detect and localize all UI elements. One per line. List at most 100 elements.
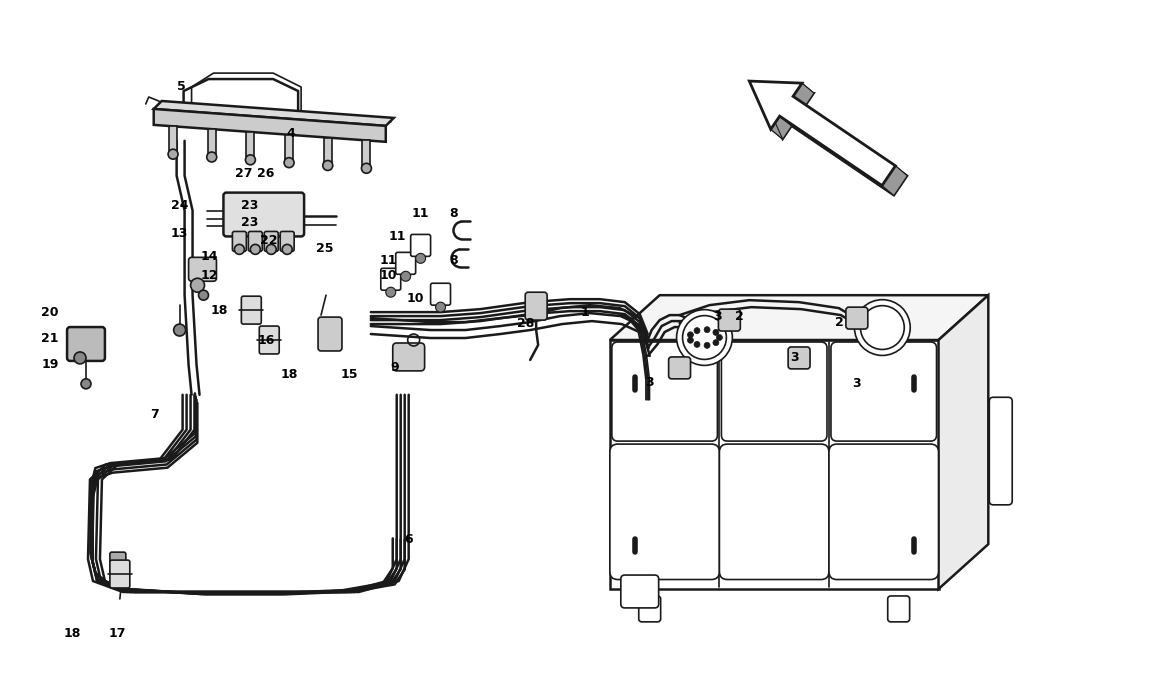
Polygon shape <box>780 116 894 195</box>
Circle shape <box>235 245 244 254</box>
Text: 4: 4 <box>286 127 296 140</box>
Text: 24: 24 <box>171 199 189 212</box>
Polygon shape <box>882 166 907 195</box>
Circle shape <box>436 302 445 312</box>
FancyBboxPatch shape <box>989 398 1012 505</box>
Text: 14: 14 <box>201 250 218 263</box>
Circle shape <box>688 337 693 344</box>
Circle shape <box>251 245 260 254</box>
Polygon shape <box>770 116 791 139</box>
FancyBboxPatch shape <box>242 296 261 324</box>
Text: 13: 13 <box>171 227 189 240</box>
Text: 15: 15 <box>340 368 358 381</box>
Polygon shape <box>750 81 896 186</box>
Circle shape <box>245 155 255 165</box>
FancyBboxPatch shape <box>612 342 718 441</box>
Circle shape <box>282 245 292 254</box>
FancyBboxPatch shape <box>720 444 829 580</box>
Text: 3: 3 <box>713 309 722 322</box>
Text: 3: 3 <box>852 377 861 390</box>
Text: 25: 25 <box>316 242 333 255</box>
FancyBboxPatch shape <box>719 309 741 331</box>
Circle shape <box>854 300 911 355</box>
Circle shape <box>323 161 332 171</box>
Text: 2: 2 <box>835 316 843 329</box>
Polygon shape <box>154 101 393 126</box>
Text: 18: 18 <box>281 368 298 381</box>
Bar <box>246 132 254 160</box>
Text: 23: 23 <box>240 216 258 229</box>
Circle shape <box>174 324 185 336</box>
Text: 26: 26 <box>256 167 274 180</box>
Polygon shape <box>938 295 988 589</box>
FancyBboxPatch shape <box>638 596 660 622</box>
Text: 5: 5 <box>177 79 186 92</box>
Circle shape <box>361 163 371 173</box>
Text: 19: 19 <box>41 359 59 372</box>
FancyBboxPatch shape <box>281 232 294 251</box>
FancyBboxPatch shape <box>189 257 216 281</box>
FancyBboxPatch shape <box>668 357 690 379</box>
Circle shape <box>284 158 294 167</box>
FancyBboxPatch shape <box>621 575 659 608</box>
FancyBboxPatch shape <box>319 317 342 351</box>
Text: 8: 8 <box>450 207 458 220</box>
Text: 3: 3 <box>645 376 654 389</box>
FancyBboxPatch shape <box>526 292 547 320</box>
Text: 22: 22 <box>261 234 278 247</box>
Polygon shape <box>610 295 988 340</box>
Circle shape <box>267 245 276 254</box>
Polygon shape <box>750 81 814 93</box>
FancyBboxPatch shape <box>721 342 827 441</box>
Circle shape <box>199 290 208 300</box>
Circle shape <box>385 288 396 297</box>
Polygon shape <box>761 91 907 195</box>
Text: 6: 6 <box>405 533 413 546</box>
FancyBboxPatch shape <box>396 252 415 275</box>
Polygon shape <box>750 81 783 139</box>
Circle shape <box>400 271 411 281</box>
Text: 21: 21 <box>41 331 59 344</box>
Polygon shape <box>793 83 814 107</box>
FancyBboxPatch shape <box>831 342 936 441</box>
FancyBboxPatch shape <box>223 193 304 236</box>
FancyBboxPatch shape <box>430 283 451 305</box>
Circle shape <box>704 326 710 333</box>
FancyBboxPatch shape <box>829 444 938 580</box>
Polygon shape <box>154 109 385 142</box>
Circle shape <box>688 332 693 338</box>
Text: 10: 10 <box>407 292 424 305</box>
FancyBboxPatch shape <box>264 232 278 251</box>
Text: 18: 18 <box>63 627 80 640</box>
FancyBboxPatch shape <box>248 232 262 251</box>
Text: 2: 2 <box>735 309 744 322</box>
Circle shape <box>693 328 700 333</box>
Circle shape <box>168 149 178 159</box>
Circle shape <box>716 335 722 341</box>
Circle shape <box>860 306 904 350</box>
Circle shape <box>207 152 216 162</box>
Circle shape <box>415 253 426 264</box>
Circle shape <box>713 329 719 335</box>
FancyBboxPatch shape <box>788 347 810 369</box>
Text: 8: 8 <box>450 254 458 267</box>
Text: 11: 11 <box>412 207 429 220</box>
Text: 11: 11 <box>380 254 398 267</box>
Text: 1: 1 <box>581 305 589 319</box>
Text: 12: 12 <box>201 269 218 282</box>
FancyBboxPatch shape <box>67 327 105 361</box>
Text: 7: 7 <box>151 408 159 421</box>
Polygon shape <box>793 96 907 176</box>
FancyBboxPatch shape <box>393 343 424 371</box>
Text: 16: 16 <box>258 333 275 346</box>
Text: 28: 28 <box>516 317 534 330</box>
FancyBboxPatch shape <box>610 444 720 580</box>
FancyBboxPatch shape <box>110 552 125 574</box>
Text: 17: 17 <box>108 627 125 640</box>
FancyBboxPatch shape <box>411 234 430 256</box>
FancyBboxPatch shape <box>259 326 279 354</box>
Text: 11: 11 <box>389 230 406 243</box>
Text: 9: 9 <box>390 361 399 374</box>
Text: 3: 3 <box>790 352 798 365</box>
Circle shape <box>74 352 86 364</box>
